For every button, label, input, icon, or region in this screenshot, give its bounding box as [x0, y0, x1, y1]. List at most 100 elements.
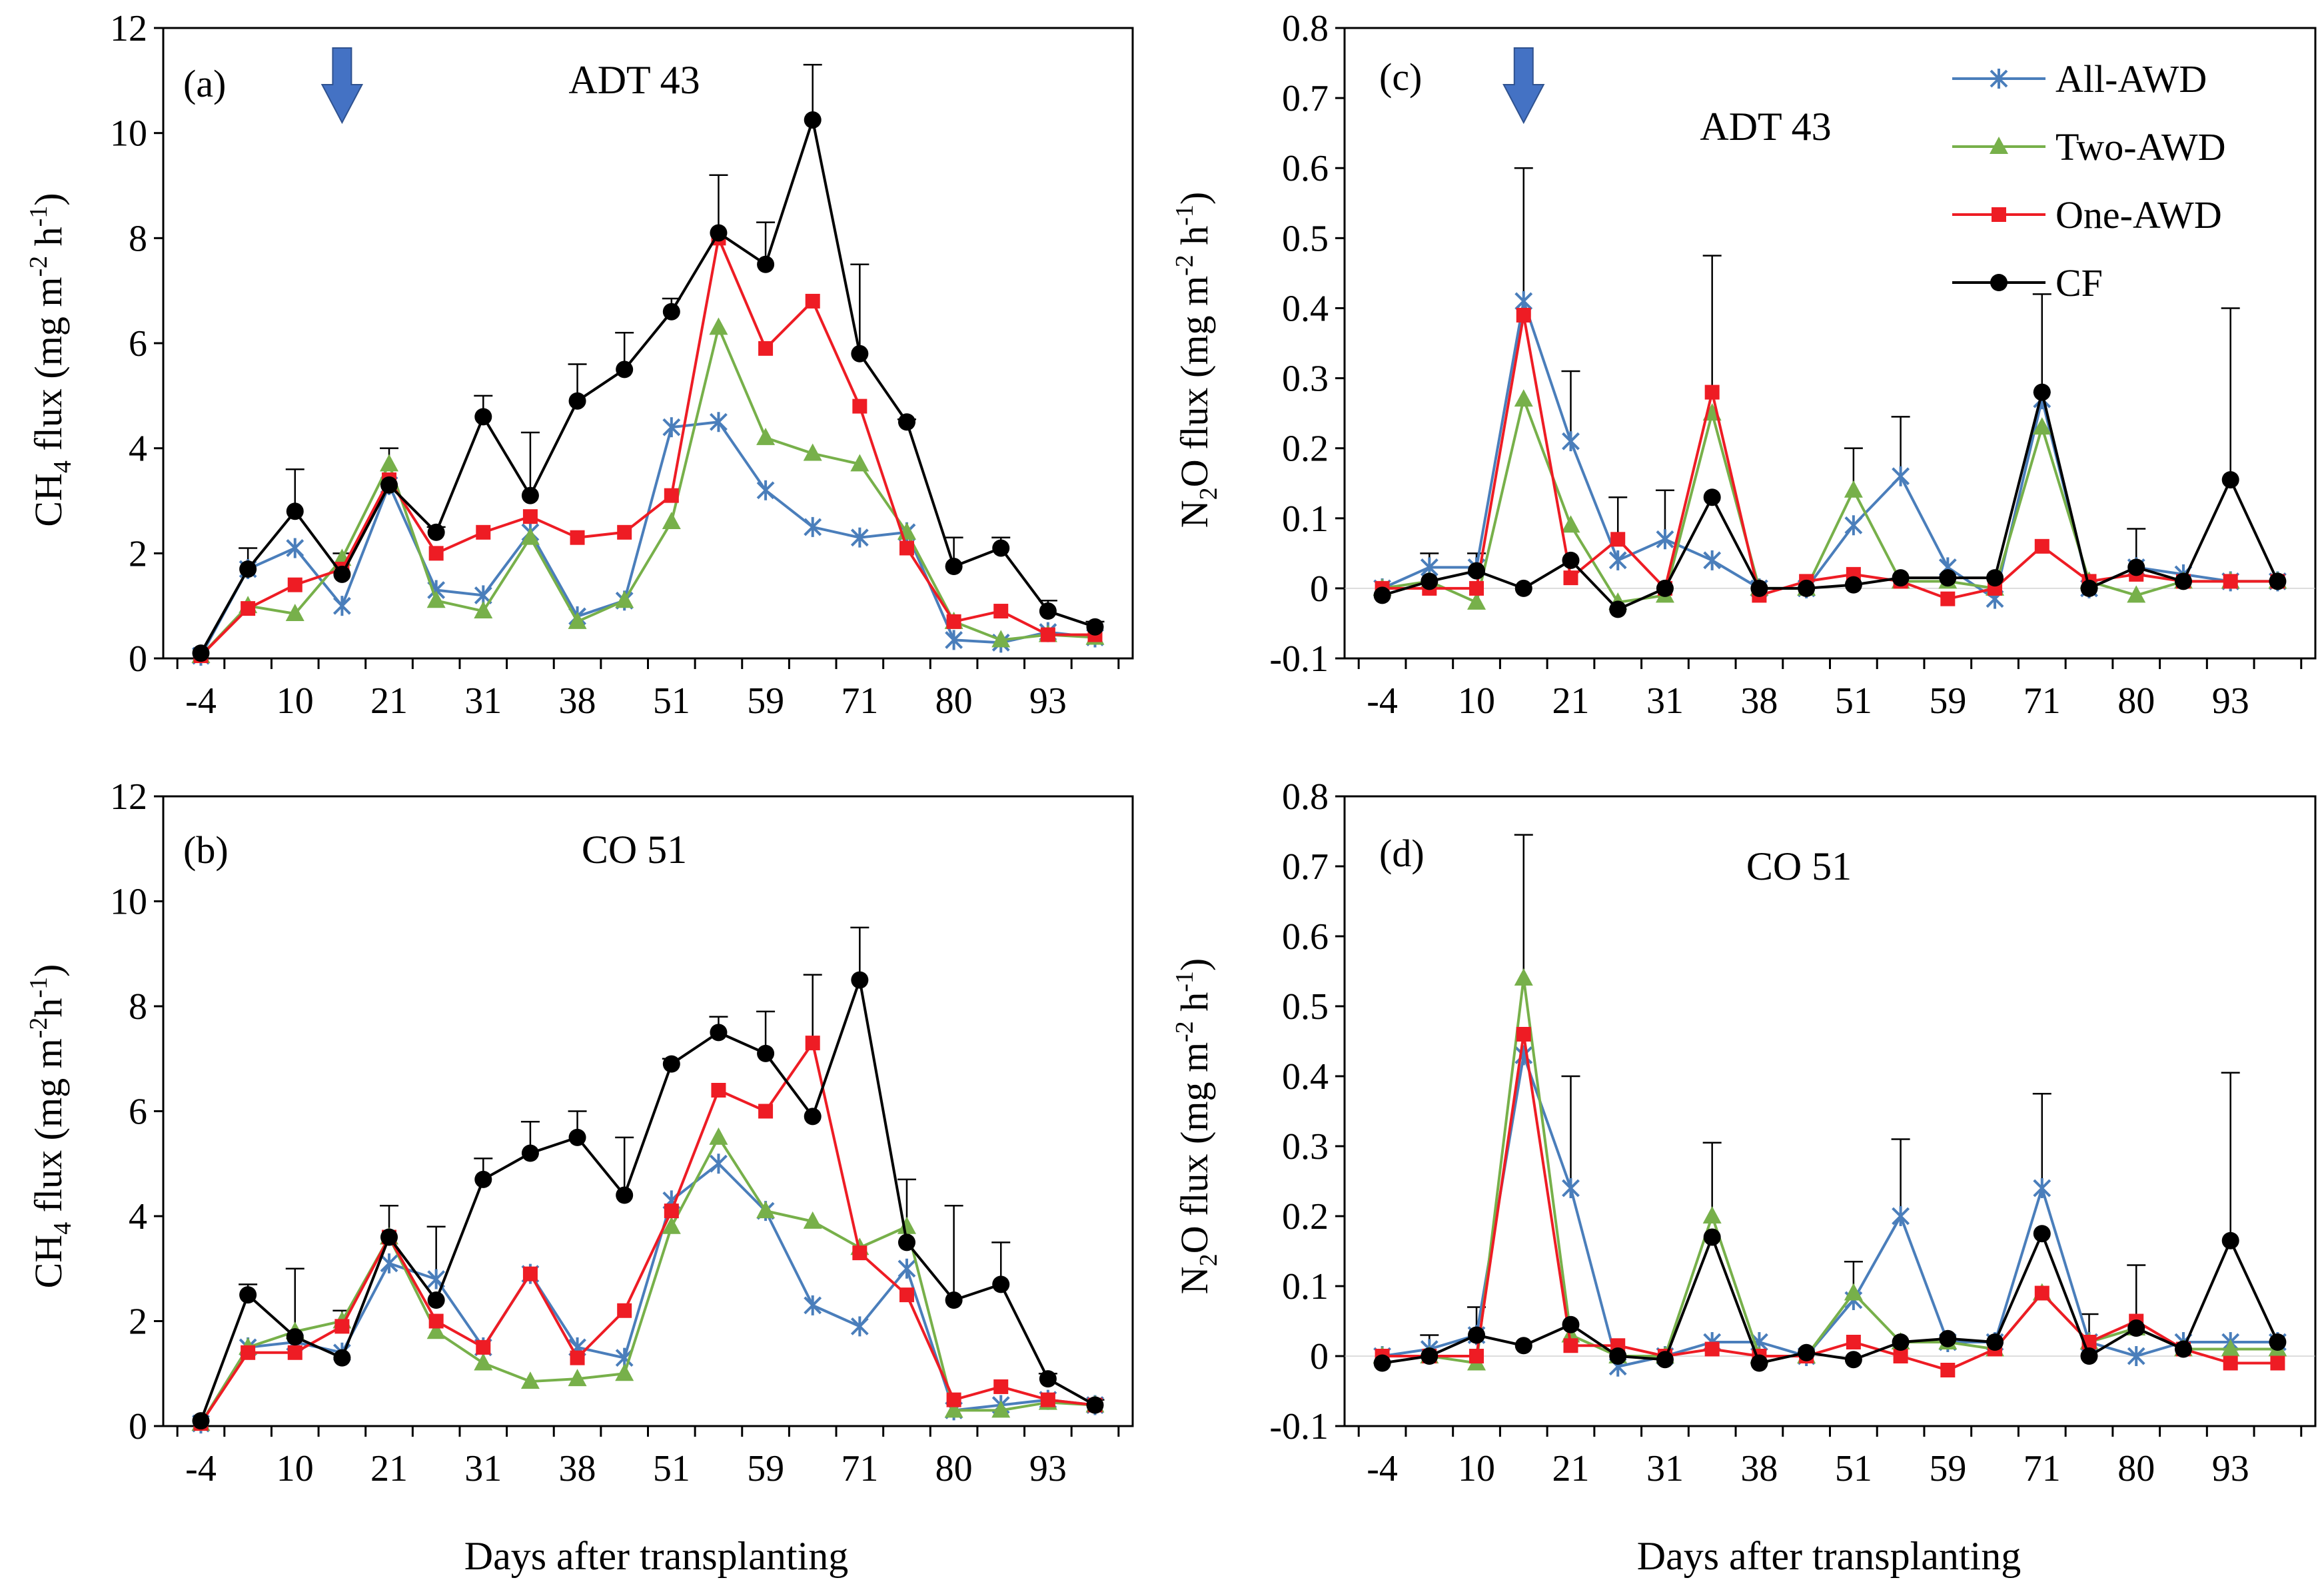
x-tick-label: 71	[2024, 680, 2061, 722]
data-point	[710, 1154, 728, 1174]
data-point	[945, 630, 963, 650]
data-point	[474, 408, 492, 426]
data-point	[852, 1245, 868, 1261]
data-point	[570, 1350, 585, 1365]
data-point	[617, 1303, 632, 1318]
data-point	[756, 1201, 776, 1219]
data-point	[380, 476, 398, 494]
x-tick-label: 31	[1646, 680, 1684, 722]
data-point	[1656, 529, 1674, 550]
x-tick-label: 80	[935, 1448, 973, 1489]
data-point	[897, 1216, 916, 1234]
data-point	[1086, 618, 1104, 636]
data-point	[1940, 591, 1956, 606]
data-point	[897, 1233, 915, 1251]
data-point	[993, 604, 1009, 619]
data-point	[946, 1392, 961, 1407]
data-point	[1467, 592, 1486, 610]
y-tick-label: 8	[129, 986, 147, 1028]
data-point	[1563, 570, 1578, 586]
y-tick-label: 0.3	[1282, 1126, 1329, 1168]
series-line	[199, 118, 1096, 654]
data-point	[1939, 569, 1957, 587]
x-tick-label: 10	[277, 1448, 314, 1489]
panel-d-n2o-co51: (d) CO 51 N2O flux (mg m-2 h-1) -0.1 0 0.1…	[1171, 776, 2317, 1489]
x-tick-label: -4	[1367, 1448, 1398, 1489]
data-point	[568, 611, 587, 629]
series-one-awd	[193, 1036, 1103, 1431]
data-point	[1562, 1315, 1580, 1333]
series-line	[200, 237, 1095, 657]
y-tick-label: 0	[1310, 1336, 1329, 1377]
data-point	[1939, 1329, 1957, 1347]
data-point	[803, 443, 822, 461]
data-point	[286, 538, 304, 558]
data-point	[1844, 576, 1862, 594]
y-tick-label: 0.1	[1282, 498, 1329, 540]
data-point	[1703, 488, 1721, 506]
series-line	[199, 978, 1096, 1421]
data-point	[2032, 417, 2051, 435]
data-point	[1844, 1283, 1863, 1301]
panel-title: ADT 43	[568, 58, 700, 102]
data-point	[2174, 1340, 2192, 1358]
data-point	[521, 1144, 539, 1162]
data-point	[616, 1186, 634, 1204]
data-point	[1986, 1333, 2004, 1351]
data-point	[756, 480, 775, 500]
data-point	[1086, 1396, 1104, 1414]
x-tick-label: 80	[935, 680, 973, 722]
data-point	[380, 1228, 398, 1246]
data-point	[521, 486, 539, 504]
x-tick-label: 93	[2212, 680, 2249, 722]
series-cf	[192, 111, 1104, 662]
series-cf	[1373, 383, 2287, 618]
y-tick-label: 0.6	[1282, 916, 1329, 958]
panel-title: CO 51	[1746, 844, 1852, 888]
data-point	[568, 1369, 587, 1387]
data-point	[334, 1319, 350, 1334]
y-tick-label: -0.1	[1269, 1406, 1329, 1447]
data-point	[1468, 1326, 1486, 1344]
data-point	[1750, 1354, 1768, 1372]
x-tick-label: 51	[1835, 1448, 1872, 1489]
y-tick-label: 6	[129, 323, 147, 365]
data-point	[2221, 1339, 2240, 1357]
data-point	[991, 630, 1011, 648]
y-tick-label: 0.8	[1282, 776, 1329, 818]
data-point	[1469, 1349, 1484, 1363]
arrow-down-icon	[1502, 47, 1545, 125]
y-tick-label: 0	[129, 638, 147, 680]
data-point	[1844, 1351, 1862, 1369]
y-tick-label: 4	[129, 428, 147, 470]
data-point	[332, 596, 351, 616]
data-point	[427, 523, 445, 541]
data-point	[522, 1266, 538, 1281]
data-point	[333, 565, 351, 583]
data-point	[1608, 550, 1627, 570]
data-point	[2221, 1231, 2239, 1249]
panel-label: (c)	[1379, 55, 1422, 99]
data-point	[1609, 600, 1627, 618]
data-point	[1563, 1338, 1578, 1353]
data-point	[662, 1216, 681, 1234]
data-point	[476, 524, 491, 540]
y-tick-label: 0.2	[1282, 428, 1329, 470]
x-tick-label: -4	[1367, 680, 1398, 722]
x-tick-label: -4	[185, 680, 217, 722]
data-point	[1561, 1325, 1580, 1343]
data-point	[1986, 569, 2004, 587]
x-tick-label: 31	[464, 1448, 502, 1489]
data-point	[2127, 585, 2146, 603]
y-tick-label: 0.1	[1282, 1266, 1329, 1307]
data-point	[851, 345, 869, 363]
data-point	[992, 539, 1010, 557]
y-tick-label: 6	[129, 1092, 147, 1133]
data-point	[2127, 1319, 2145, 1337]
data-point	[192, 1412, 210, 1430]
y-tick-label: 0.5	[1282, 218, 1329, 259]
arrow-down-icon	[320, 47, 364, 125]
data-point	[2223, 1355, 2238, 1371]
panel-title: ADT 43	[1700, 105, 1831, 149]
data-point	[1040, 627, 1055, 642]
